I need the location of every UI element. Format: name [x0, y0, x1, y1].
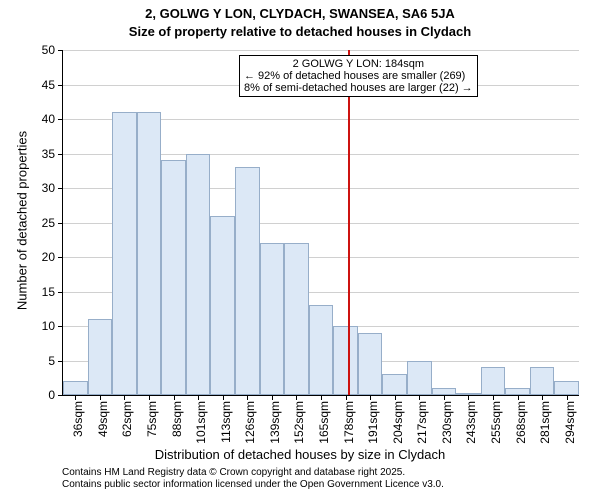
bar	[161, 160, 186, 395]
xtick-mark	[272, 395, 273, 400]
bar	[63, 381, 88, 395]
plot-area: 0510152025303540455036sqm49sqm62sqm75sqm…	[62, 50, 579, 396]
xtick-mark	[321, 395, 322, 400]
xtick-label: 217sqm	[415, 401, 429, 444]
x-axis-label: Distribution of detached houses by size …	[0, 447, 600, 462]
ytick-label: 20	[42, 250, 63, 264]
xtick-mark	[124, 395, 125, 400]
chart-title-line1: 2, GOLWG Y LON, CLYDACH, SWANSEA, SA6 5J…	[0, 6, 600, 21]
xtick-label: 178sqm	[342, 401, 356, 444]
chart-container: 2, GOLWG Y LON, CLYDACH, SWANSEA, SA6 5J…	[0, 0, 600, 500]
xtick-label: 88sqm	[170, 401, 184, 437]
xtick-mark	[346, 395, 347, 400]
xtick-mark	[223, 395, 224, 400]
bar	[358, 333, 383, 395]
annotation-line2: ← 92% of detached houses are smaller (26…	[244, 70, 473, 82]
bar	[112, 112, 137, 395]
bar	[432, 388, 457, 395]
gridline	[63, 50, 579, 51]
bar	[88, 319, 113, 395]
xtick-label: 165sqm	[317, 401, 331, 444]
bar	[186, 154, 211, 396]
xtick-label: 49sqm	[96, 401, 110, 437]
ytick-label: 0	[48, 388, 63, 402]
annotation-line1: 2 GOLWG Y LON: 184sqm	[244, 58, 473, 70]
xtick-mark	[174, 395, 175, 400]
xtick-mark	[149, 395, 150, 400]
ytick-label: 40	[42, 112, 63, 126]
ytick-label: 15	[42, 285, 63, 299]
bar	[333, 326, 358, 395]
xtick-label: 204sqm	[391, 401, 405, 444]
bar	[481, 367, 506, 395]
chart-title-line2: Size of property relative to detached ho…	[0, 24, 600, 39]
ytick-label: 5	[48, 354, 63, 368]
reference-line	[348, 50, 350, 395]
ytick-label: 50	[42, 43, 63, 57]
xtick-mark	[419, 395, 420, 400]
credits-line2: Contains public sector information licen…	[62, 479, 444, 490]
annotation-line3: 8% of semi-detached houses are larger (2…	[244, 82, 473, 94]
xtick-mark	[370, 395, 371, 400]
xtick-mark	[542, 395, 543, 400]
bar	[210, 216, 235, 395]
xtick-label: 126sqm	[243, 401, 257, 444]
credits-line1: Contains HM Land Registry data © Crown c…	[62, 467, 405, 478]
xtick-mark	[468, 395, 469, 400]
xtick-label: 36sqm	[71, 401, 85, 437]
xtick-label: 113sqm	[219, 401, 233, 443]
bar	[235, 167, 260, 395]
xtick-label: 62sqm	[120, 401, 134, 437]
xtick-mark	[75, 395, 76, 400]
xtick-label: 243sqm	[464, 401, 478, 444]
xtick-mark	[296, 395, 297, 400]
xtick-label: 152sqm	[292, 401, 306, 444]
annotation-box: 2 GOLWG Y LON: 184sqm ← 92% of detached …	[239, 55, 478, 97]
bar	[382, 374, 407, 395]
ytick-label: 45	[42, 78, 63, 92]
bar	[505, 388, 530, 395]
bar	[407, 361, 432, 396]
bar	[530, 367, 555, 395]
xtick-label: 281sqm	[538, 401, 552, 444]
bar	[284, 243, 309, 395]
ytick-label: 25	[42, 216, 63, 230]
y-axis-label: Number of detached properties	[15, 120, 30, 320]
xtick-label: 139sqm	[268, 401, 282, 444]
bar	[137, 112, 162, 395]
bar	[554, 381, 579, 395]
xtick-mark	[100, 395, 101, 400]
xtick-mark	[444, 395, 445, 400]
ytick-label: 35	[42, 147, 63, 161]
xtick-mark	[395, 395, 396, 400]
bar	[309, 305, 334, 395]
xtick-mark	[198, 395, 199, 400]
xtick-label: 255sqm	[489, 401, 503, 444]
xtick-label: 75sqm	[145, 401, 159, 437]
xtick-label: 191sqm	[366, 401, 380, 444]
bar	[260, 243, 285, 395]
ytick-label: 10	[42, 319, 63, 333]
xtick-mark	[493, 395, 494, 400]
xtick-label: 268sqm	[514, 401, 528, 444]
xtick-label: 230sqm	[440, 401, 454, 444]
xtick-mark	[567, 395, 568, 400]
xtick-label: 101sqm	[194, 401, 208, 444]
xtick-mark	[247, 395, 248, 400]
xtick-mark	[518, 395, 519, 400]
xtick-label: 294sqm	[563, 401, 577, 444]
ytick-label: 30	[42, 181, 63, 195]
